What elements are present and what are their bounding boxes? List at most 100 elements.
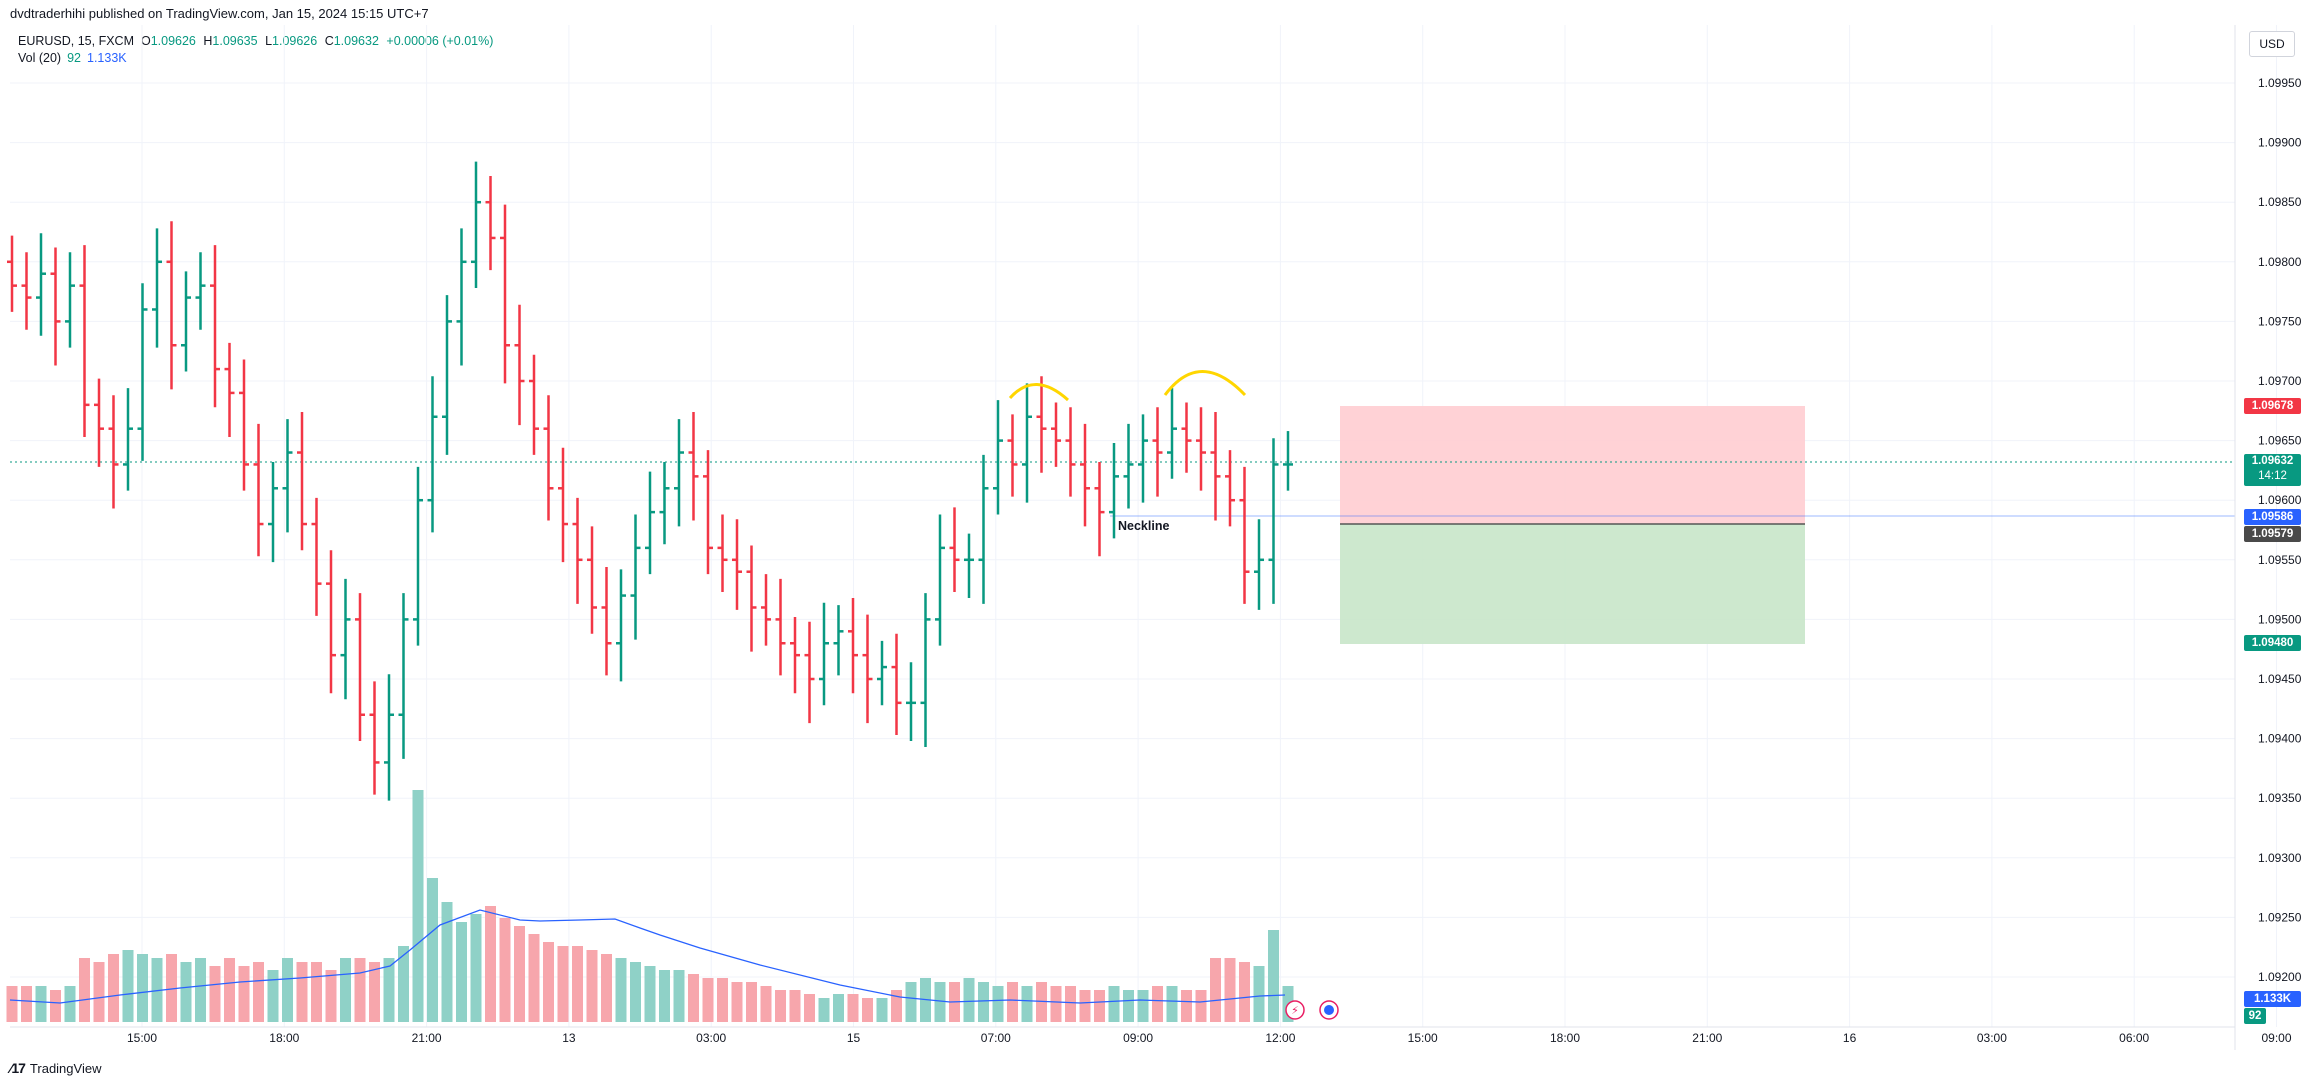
- event-icon[interactable]: [1319, 1000, 1339, 1020]
- volume-bar: [441, 902, 453, 1022]
- tradingview-logo[interactable]: ⁄17 TradingView: [10, 1060, 101, 1076]
- ohlc-bar: [703, 450, 713, 575]
- volume-bar: [1195, 990, 1207, 1022]
- replay-icon[interactable]: ⚡: [1285, 1000, 1305, 1020]
- ohlc-bar: [224, 342, 235, 438]
- volume-bar: [137, 954, 148, 1022]
- ohlc-bar: [195, 252, 206, 330]
- volume-ma-tag: 1.133K: [2244, 991, 2301, 1007]
- ohlc-bar: [1268, 438, 1279, 604]
- ohlc-bar: [282, 419, 293, 533]
- volume-bar: [93, 962, 105, 1022]
- ohlc-bar: [398, 593, 409, 759]
- volume-bar: [325, 970, 337, 1022]
- volume-bar: [456, 922, 467, 1022]
- symbol-name[interactable]: EURUSD, 15, FXCM: [18, 34, 134, 48]
- volume-label[interactable]: Vol (20): [18, 51, 62, 65]
- volume-tag: 92: [2244, 1008, 2266, 1024]
- currency-button[interactable]: USD: [2249, 31, 2295, 57]
- time-tick-label: 13: [562, 1031, 576, 1045]
- volume-bar: [1123, 990, 1134, 1022]
- neckline-price-tag: 1.09586: [2244, 509, 2301, 525]
- low-label: L: [265, 34, 273, 48]
- volume-bar: [1137, 990, 1149, 1022]
- ohlc-bar: [717, 514, 728, 592]
- ohlc-bar: [746, 545, 757, 652]
- volume-bar: [195, 958, 206, 1022]
- ohlc-bar: [36, 233, 46, 336]
- ohlc-bar: [964, 533, 974, 598]
- ohlc-bar: [485, 175, 496, 271]
- ohlc-bar: [587, 526, 597, 634]
- volume-bar: [238, 966, 250, 1022]
- ohlc-bar: [949, 507, 960, 592]
- ohlc-bar: [442, 295, 452, 455]
- ohlc-bar: [543, 395, 554, 521]
- ohlc-bar: [833, 605, 844, 676]
- price-tick-label: 1.09200: [2258, 970, 2302, 984]
- ohlc-bar: [210, 245, 220, 408]
- time-tick-label: 18:00: [269, 1031, 299, 1045]
- volume-bar: [992, 986, 1004, 1022]
- volume-bar: [543, 942, 554, 1022]
- take-profit-tag: 1.09480: [2244, 635, 2301, 651]
- volume-bar: [514, 926, 525, 1022]
- ohlc-bar: [862, 614, 873, 724]
- volume-bar: [659, 970, 670, 1022]
- ohlc-bar: [529, 354, 539, 455]
- volume-bar: [1079, 990, 1091, 1022]
- time-tick-label: 09:00: [2261, 1031, 2291, 1045]
- ohlc-bar: [1138, 414, 1148, 503]
- ohlc-bar: [471, 161, 481, 289]
- ohlc-bar: [152, 228, 162, 348]
- volume-bar: [35, 986, 47, 1022]
- ohlc-bar: [732, 519, 742, 610]
- entry-price-tag: 1.09579: [2244, 526, 2301, 542]
- volume-value: 92: [67, 51, 81, 65]
- volume-bar: [1253, 966, 1265, 1022]
- ohlc-bar: [268, 462, 278, 563]
- time-tick-label: 06:00: [2119, 1031, 2149, 1045]
- time-tick-label: 21:00: [412, 1031, 442, 1045]
- price-tick-label: 1.09800: [2258, 255, 2302, 269]
- time-tick-label: 07:00: [981, 1031, 1011, 1045]
- ohlc-bar: [413, 466, 423, 646]
- ohlc-bar: [906, 662, 916, 741]
- volume-bar: [557, 946, 569, 1022]
- ohlc-bar: [1152, 407, 1163, 497]
- volume-bar: [485, 906, 496, 1022]
- volume-bar: [673, 970, 685, 1022]
- volume-ma-value: 1.133K: [87, 51, 127, 65]
- volume-bar: [1166, 986, 1178, 1022]
- ohlc-bar: [355, 593, 365, 741]
- price-tick-label: 1.09600: [2258, 493, 2302, 507]
- ohlc-bar: [326, 550, 336, 694]
- right-shoulder-arc: [1163, 370, 1247, 397]
- ohlc-bar: [21, 252, 32, 330]
- volume-bar: [876, 998, 888, 1022]
- ohlc-bar: [819, 602, 829, 706]
- volume-bar: [615, 958, 627, 1022]
- ohlc-bar: [804, 621, 815, 724]
- volume-bar: [1007, 982, 1018, 1022]
- volume-bar: [166, 954, 177, 1022]
- volume-bar: [340, 958, 351, 1022]
- volume-bar: [1152, 986, 1163, 1022]
- neckline-label: Neckline: [1118, 519, 1170, 533]
- ohlc-bar: [688, 411, 699, 521]
- ohlc-bar: [340, 578, 351, 700]
- ohlc-bar: [239, 359, 249, 491]
- volume-bar: [1094, 990, 1105, 1022]
- volume-bar: [311, 962, 322, 1022]
- chart-grid: [10, 25, 2277, 1027]
- low-value: 1.09626: [272, 34, 318, 48]
- price-tick-label: 1.09250: [2258, 910, 2302, 924]
- volume-bar: [905, 982, 917, 1022]
- ohlc-bar: [1123, 423, 1134, 509]
- ohlc-bar: [1196, 407, 1206, 491]
- volume-bar: [572, 946, 583, 1022]
- ohlc-bar: [790, 617, 800, 694]
- volume-bar: [688, 974, 699, 1022]
- ohlc-bar: [384, 674, 394, 801]
